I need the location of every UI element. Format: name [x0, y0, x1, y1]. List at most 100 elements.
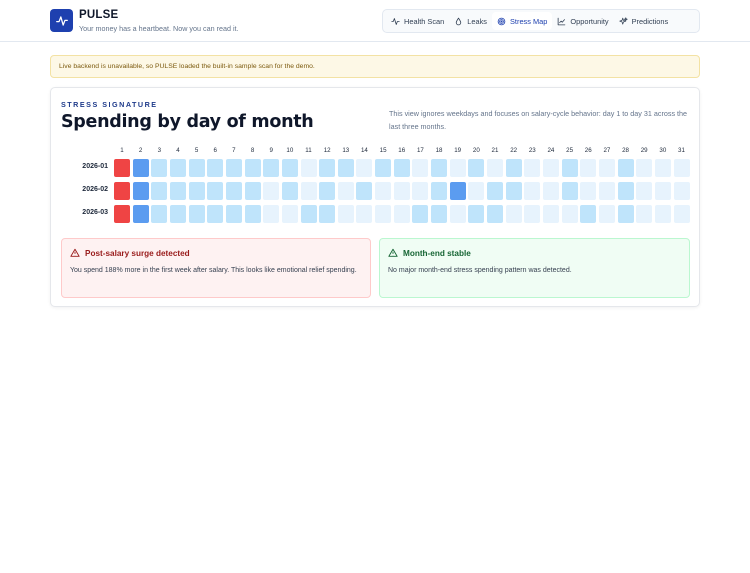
heatmap-cell[interactable]	[393, 159, 410, 177]
heatmap-cell[interactable]	[431, 205, 448, 223]
heatmap-cell[interactable]	[132, 182, 149, 200]
heatmap-cell[interactable]	[617, 159, 634, 177]
heatmap-cell[interactable]	[561, 205, 578, 223]
heatmap-cell[interactable]	[356, 182, 373, 200]
heatmap-cell[interactable]	[188, 182, 205, 200]
heatmap-cell[interactable]	[449, 182, 466, 200]
heatmap-cell[interactable]	[542, 205, 559, 223]
heatmap-cell[interactable]	[412, 182, 429, 200]
heatmap-cell[interactable]	[468, 182, 485, 200]
heatmap-cell[interactable]	[188, 205, 205, 223]
nav-predictions[interactable]: Predictions	[614, 12, 674, 30]
heatmap-cell[interactable]	[337, 182, 354, 200]
heatmap-cell[interactable]	[300, 205, 317, 223]
heatmap-cell[interactable]	[636, 205, 653, 223]
heatmap-cell[interactable]	[207, 182, 224, 200]
heatmap-cell[interactable]	[375, 205, 392, 223]
heatmap-cell[interactable]	[598, 182, 615, 200]
heatmap-cell[interactable]	[114, 205, 130, 223]
heatmap-cell[interactable]	[654, 159, 671, 177]
heatmap-cell[interactable]	[151, 205, 168, 223]
heatmap-cell[interactable]	[225, 205, 242, 223]
heatmap-cell[interactable]	[580, 159, 597, 177]
heatmap-cell[interactable]	[542, 159, 559, 177]
heatmap-cell[interactable]	[132, 205, 149, 223]
heatmap-cell[interactable]	[598, 159, 615, 177]
heatmap-cell[interactable]	[487, 159, 503, 177]
heatmap-cell[interactable]	[244, 159, 261, 177]
heatmap-cell[interactable]	[598, 205, 615, 223]
heatmap-cell[interactable]	[468, 159, 485, 177]
heatmap-cell[interactable]	[207, 159, 224, 177]
heatmap-cell[interactable]	[449, 205, 466, 223]
heatmap-cell[interactable]	[524, 159, 541, 177]
heatmap-cell[interactable]	[375, 159, 392, 177]
heatmap-cell[interactable]	[356, 159, 373, 177]
heatmap-cell[interactable]	[393, 182, 410, 200]
heatmap-cell[interactable]	[319, 205, 336, 223]
heatmap-cell[interactable]	[300, 159, 317, 177]
heatmap-cell[interactable]	[580, 205, 597, 223]
heatmap-cell[interactable]	[114, 159, 130, 177]
heatmap-cell[interactable]	[263, 159, 280, 177]
heatmap-cell[interactable]	[673, 205, 690, 223]
heatmap-cell[interactable]	[580, 182, 597, 200]
heatmap-cell[interactable]	[505, 182, 522, 200]
heatmap-cell[interactable]	[617, 205, 634, 223]
heatmap-cell[interactable]	[319, 159, 336, 177]
heatmap-cell[interactable]	[263, 182, 280, 200]
heatmap-cell[interactable]	[505, 159, 522, 177]
heatmap-cell[interactable]	[542, 182, 559, 200]
heatmap-cell[interactable]	[561, 182, 578, 200]
heatmap-cell[interactable]	[319, 182, 336, 200]
nav-leaks[interactable]: Leaks	[449, 12, 492, 30]
nav-stress-map[interactable]: Stress Map	[492, 12, 553, 30]
heatmap-cell[interactable]	[300, 182, 317, 200]
heatmap-cell[interactable]	[244, 205, 261, 223]
heatmap-cell[interactable]	[263, 205, 280, 223]
heatmap-cell[interactable]	[449, 159, 466, 177]
nav-opportunity[interactable]: Opportunity	[552, 12, 613, 30]
heatmap-cell[interactable]	[673, 159, 690, 177]
pulse-logo-icon[interactable]	[50, 9, 73, 32]
heatmap-cell[interactable]	[636, 182, 653, 200]
heatmap-cell[interactable]	[375, 182, 392, 200]
heatmap-cell[interactable]	[487, 182, 503, 200]
heatmap-cell[interactable]	[151, 182, 168, 200]
heatmap-cell[interactable]	[561, 159, 578, 177]
heatmap-cell[interactable]	[225, 159, 242, 177]
heatmap-cell[interactable]	[337, 205, 354, 223]
heatmap-cell[interactable]	[431, 182, 448, 200]
heatmap-cell[interactable]	[636, 159, 653, 177]
heatmap-cell[interactable]	[244, 182, 261, 200]
heatmap-cell[interactable]	[505, 205, 522, 223]
heatmap-cell[interactable]	[524, 182, 541, 200]
heatmap-cell[interactable]	[132, 159, 149, 177]
heatmap-cell[interactable]	[356, 205, 373, 223]
heatmap-cell[interactable]	[617, 182, 634, 200]
heatmap-cell[interactable]	[412, 205, 429, 223]
heatmap-cell[interactable]	[393, 205, 410, 223]
heatmap-cell[interactable]	[337, 159, 354, 177]
heatmap-cell[interactable]	[169, 182, 186, 200]
heatmap-cell[interactable]	[673, 182, 690, 200]
heatmap-cell[interactable]	[487, 205, 503, 223]
heatmap-cell[interactable]	[468, 205, 485, 223]
heatmap-cell[interactable]	[654, 182, 671, 200]
day-label: 6	[213, 147, 217, 154]
heatmap-cell[interactable]	[412, 159, 429, 177]
heatmap-cell[interactable]	[524, 205, 541, 223]
heatmap-cell[interactable]	[114, 182, 130, 200]
heatmap-cell[interactable]	[431, 159, 448, 177]
heatmap-cell[interactable]	[169, 159, 186, 177]
heatmap-cell[interactable]	[281, 182, 298, 200]
heatmap-cell[interactable]	[654, 205, 671, 223]
heatmap-cell[interactable]	[188, 159, 205, 177]
nav-health-scan[interactable]: Health Scan	[386, 12, 449, 30]
heatmap-cell[interactable]	[169, 205, 186, 223]
heatmap-cell[interactable]	[225, 182, 242, 200]
heatmap-cell[interactable]	[207, 205, 224, 223]
heatmap-cell[interactable]	[281, 205, 298, 223]
heatmap-cell[interactable]	[151, 159, 168, 177]
heatmap-cell[interactable]	[281, 159, 298, 177]
